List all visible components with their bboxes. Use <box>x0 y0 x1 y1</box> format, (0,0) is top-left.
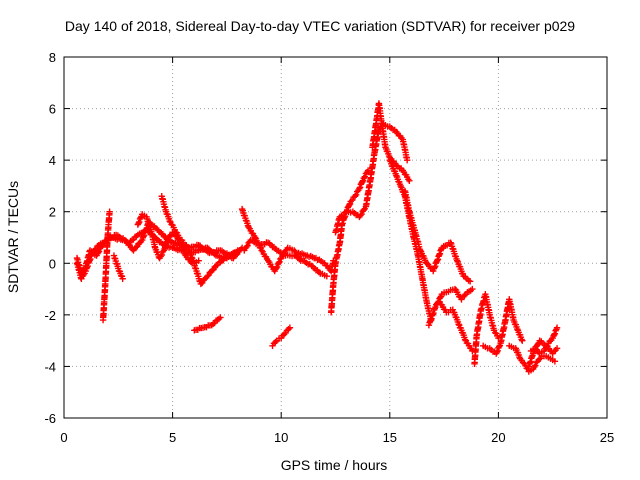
data-segment <box>158 193 237 288</box>
data-point-marker <box>217 314 224 321</box>
data-point-marker <box>197 280 205 288</box>
x-tick-label: 25 <box>600 430 614 445</box>
data-point-marker <box>364 167 372 174</box>
data-point-marker <box>352 191 360 199</box>
data-point-marker <box>360 206 367 214</box>
y-tick-labels: -6 -4 -2 0 2 4 6 8 <box>44 50 56 426</box>
data-point-marker <box>135 219 142 227</box>
data-segment <box>369 100 413 184</box>
data-marks <box>73 100 561 375</box>
data-point-marker <box>209 267 216 274</box>
data-point-marker <box>136 218 143 226</box>
data-point-marker <box>361 173 369 180</box>
data-point-marker <box>531 347 538 354</box>
data-point-marker <box>91 246 99 254</box>
data-point-marker <box>275 259 282 267</box>
plot-frame <box>63 56 608 419</box>
data-segment <box>386 156 435 324</box>
data-point-marker <box>273 263 281 271</box>
data-point-marker <box>119 275 126 282</box>
data-point-marker <box>406 177 413 184</box>
x-tick-label: 0 <box>60 430 67 445</box>
data-point-marker <box>403 156 411 164</box>
data-point-marker <box>551 358 559 365</box>
y-tick-label: 4 <box>49 153 56 168</box>
data-point-marker <box>518 336 525 343</box>
y-tick-label: -2 <box>44 308 56 323</box>
data-point-marker <box>204 272 211 280</box>
data-point-marker <box>495 343 503 350</box>
data-segment <box>327 167 372 316</box>
x-tick-label: 10 <box>274 430 288 445</box>
data-point-marker <box>553 324 561 331</box>
data-point-marker <box>453 257 461 264</box>
grid-lines <box>64 57 607 418</box>
data-segment <box>471 291 502 368</box>
data-point-marker <box>356 184 364 191</box>
data-segment <box>191 314 224 334</box>
data-point-marker <box>132 244 140 251</box>
data-segment <box>134 211 202 267</box>
data-segment <box>425 285 476 329</box>
data-point-marker <box>550 331 558 339</box>
data-point-marker <box>493 348 501 356</box>
data-point-marker <box>273 264 280 272</box>
y-tick-label: -4 <box>44 359 56 374</box>
data-point-marker <box>534 340 542 348</box>
data-point-marker <box>346 201 353 209</box>
data-point-marker <box>137 214 144 221</box>
x-tick-label: 5 <box>169 430 176 445</box>
data-point-marker <box>166 217 173 225</box>
chart-title: Day 140 of 2018, Sidereal Day-to-day VTE… <box>65 18 575 34</box>
data-point-marker <box>243 243 250 251</box>
data-segment <box>269 324 294 349</box>
data-point-marker <box>417 247 424 254</box>
data-segment <box>241 236 331 280</box>
data-segment <box>401 187 474 285</box>
data-point-marker <box>195 257 202 264</box>
data-point-marker <box>106 208 113 215</box>
y-tick-label: 8 <box>49 50 56 65</box>
data-segment <box>110 252 126 282</box>
data-segment <box>525 337 561 370</box>
data-point-marker <box>323 272 331 280</box>
y-tick-label: 2 <box>49 205 56 220</box>
data-segment <box>99 208 113 324</box>
data-point-marker <box>286 324 294 331</box>
data-point-marker <box>469 285 476 293</box>
data-point-marker <box>551 330 559 337</box>
y-axis-label: SDTVAR / TECUs <box>5 181 21 293</box>
data-point-marker <box>95 249 102 256</box>
data-segment <box>479 296 526 357</box>
data-point-marker <box>359 178 366 186</box>
data-point-marker <box>455 321 462 328</box>
data-point-marker <box>553 345 561 352</box>
y-tick-label: 6 <box>49 102 56 117</box>
data-point-marker <box>356 185 363 192</box>
data-point-marker <box>158 251 165 259</box>
axis-ticks <box>63 56 608 419</box>
data-point-marker <box>466 278 474 285</box>
x-tick-label: 15 <box>383 430 397 445</box>
x-axis-label: GPS time / hours <box>281 457 388 473</box>
y-tick-label: 0 <box>49 256 56 271</box>
data-segment <box>436 298 476 355</box>
data-point-marker <box>532 346 539 353</box>
data-point-marker <box>461 336 469 343</box>
data-point-marker <box>532 362 539 369</box>
data-point-marker <box>244 242 251 249</box>
data-point-marker <box>276 258 283 266</box>
data-segment <box>332 120 411 236</box>
y-tick-label: -6 <box>44 411 56 426</box>
data-point-marker <box>358 210 365 218</box>
data-point-marker <box>357 212 364 219</box>
data-point-marker <box>230 249 237 257</box>
data-point-marker <box>519 337 526 344</box>
data-point-marker <box>494 347 501 355</box>
x-tick-label: 20 <box>491 430 505 445</box>
x-tick-labels: 0 5 10 15 20 25 <box>60 430 614 445</box>
